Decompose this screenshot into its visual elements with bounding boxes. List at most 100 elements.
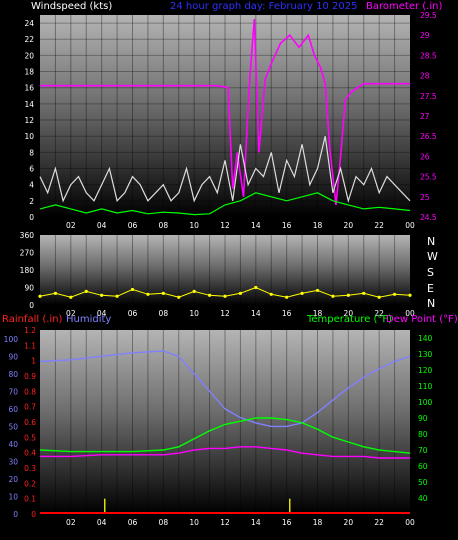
- y-tick-label: 1.1: [24, 341, 36, 350]
- y-tick-label: 24.5: [420, 213, 437, 222]
- x-tick-label: 14: [251, 221, 261, 230]
- y-tick-label: 29: [420, 31, 430, 40]
- y-tick-label: 70: [8, 387, 18, 396]
- y-tick-label: 0.3: [24, 464, 36, 473]
- y-tick-label: 0: [31, 510, 36, 519]
- temperature-series: [39, 350, 411, 514]
- y-tick-label: 10: [24, 132, 34, 141]
- y-tick-label: 80: [418, 430, 428, 439]
- y-tick-label: 270: [20, 249, 35, 258]
- x-tick-label: 18: [313, 309, 323, 318]
- x-tick-label: 02: [66, 309, 76, 318]
- y-tick-label: 16: [24, 84, 34, 93]
- x-tick-label: 08: [159, 309, 169, 318]
- y-tick-label: 1: [31, 357, 36, 366]
- y-tick-label: 22: [24, 35, 34, 44]
- y-tick-label: 30: [8, 457, 18, 466]
- y-tick-label: 28.5: [420, 51, 437, 60]
- y-tick-label: 12: [24, 116, 34, 125]
- x-tick-label: 10: [189, 221, 199, 230]
- y-tick-label: 0.2: [24, 479, 36, 488]
- y-tick-label: 90: [8, 352, 18, 361]
- humidity-axis-label: Humidity: [66, 314, 111, 325]
- y-tick-label: 24: [24, 19, 34, 28]
- temperature-axis-label: Temperature (°F): [306, 314, 392, 325]
- y-tick-label: 28: [420, 72, 430, 81]
- wind-panel: [40, 15, 410, 217]
- y-tick-label: 100: [4, 335, 19, 344]
- x-tick-label: 08: [159, 518, 169, 527]
- x-tick-label: 14: [251, 309, 261, 318]
- y-tick-label: 0: [29, 213, 34, 222]
- direction-series: [38, 285, 412, 299]
- y-tick-label: 14: [24, 100, 34, 109]
- x-tick-label: 16: [282, 518, 292, 527]
- y-tick-label: 20: [24, 51, 34, 60]
- x-tick-label: 16: [282, 221, 292, 230]
- y-tick-label: 50: [418, 478, 428, 487]
- x-tick-label: 22: [374, 309, 384, 318]
- y-tick-label: 26.5: [420, 132, 437, 141]
- y-tick-label: 8: [29, 148, 34, 157]
- y-tick-label: 0.7: [24, 403, 36, 412]
- chart-title: 24 hour graph day: February 10 2025: [170, 1, 358, 12]
- temperature-line: [39, 417, 411, 454]
- compass-e: E: [427, 282, 434, 295]
- y-tick-label: 120: [418, 366, 433, 375]
- x-tick-label: 02: [66, 518, 76, 527]
- y-tick-label: 50: [8, 422, 18, 431]
- y-tick-label: 100: [418, 398, 433, 407]
- wind_gust-line: [39, 136, 411, 204]
- compass-s: S: [427, 266, 434, 279]
- y-tick-label: 110: [418, 382, 433, 391]
- x-tick-label: 00: [405, 309, 415, 318]
- y-tick-label: 60: [8, 405, 18, 414]
- y-tick-label: 10: [8, 492, 18, 501]
- axis-ticks: 02468101214161820222424.52525.52626.5272…: [4, 11, 437, 527]
- dewpoint-axis-label: Dew Point (°F): [386, 314, 458, 325]
- temperature-panel: [40, 330, 410, 514]
- compass-w: W: [427, 250, 438, 263]
- y-tick-label: 0: [29, 301, 34, 310]
- x-tick-label: 02: [66, 221, 76, 230]
- x-tick-label: 12: [220, 309, 230, 318]
- y-tick-label: 6: [29, 165, 34, 174]
- y-tick-label: 90: [418, 414, 428, 423]
- x-tick-label: 06: [128, 221, 138, 230]
- x-tick-label: 06: [128, 309, 138, 318]
- x-tick-label: 20: [344, 221, 354, 230]
- y-tick-label: 140: [418, 334, 433, 343]
- y-tick-label: 0.4: [24, 449, 36, 458]
- y-tick-label: 180: [20, 266, 35, 275]
- y-tick-label: 0.9: [24, 372, 36, 381]
- wind-grid: [40, 15, 410, 218]
- x-tick-label: 16: [282, 309, 292, 318]
- x-tick-label: 20: [344, 309, 354, 318]
- y-tick-label: 2: [29, 197, 34, 206]
- x-tick-label: 06: [128, 518, 138, 527]
- y-tick-label: 26: [420, 152, 430, 161]
- x-tick-label: 14: [251, 518, 261, 527]
- y-tick-label: 90: [24, 284, 34, 293]
- x-tick-label: 22: [374, 221, 384, 230]
- y-tick-label: 29.5: [420, 11, 437, 20]
- y-tick-label: 18: [24, 68, 34, 77]
- y-tick-label: 40: [8, 440, 18, 449]
- x-tick-label: 12: [220, 221, 230, 230]
- y-tick-label: 25: [420, 193, 430, 202]
- wind-axis-label: Windspeed (kts): [31, 1, 112, 12]
- y-tick-label: 130: [418, 350, 433, 359]
- x-tick-label: 00: [405, 221, 415, 230]
- y-tick-label: 70: [418, 446, 428, 455]
- y-tick-label: 60: [418, 462, 428, 471]
- barometer-line: [40, 18, 410, 205]
- y-tick-label: 27.5: [420, 92, 437, 101]
- x-tick-label: 08: [159, 221, 169, 230]
- y-tick-label: 360: [20, 231, 35, 240]
- x-tick-label: 00: [405, 518, 415, 527]
- x-tick-label: 04: [97, 518, 107, 527]
- y-tick-label: 25.5: [420, 173, 437, 182]
- dewpoint-line: [40, 446, 410, 459]
- y-tick-label: 0.6: [24, 418, 36, 427]
- wind-series: [39, 18, 411, 216]
